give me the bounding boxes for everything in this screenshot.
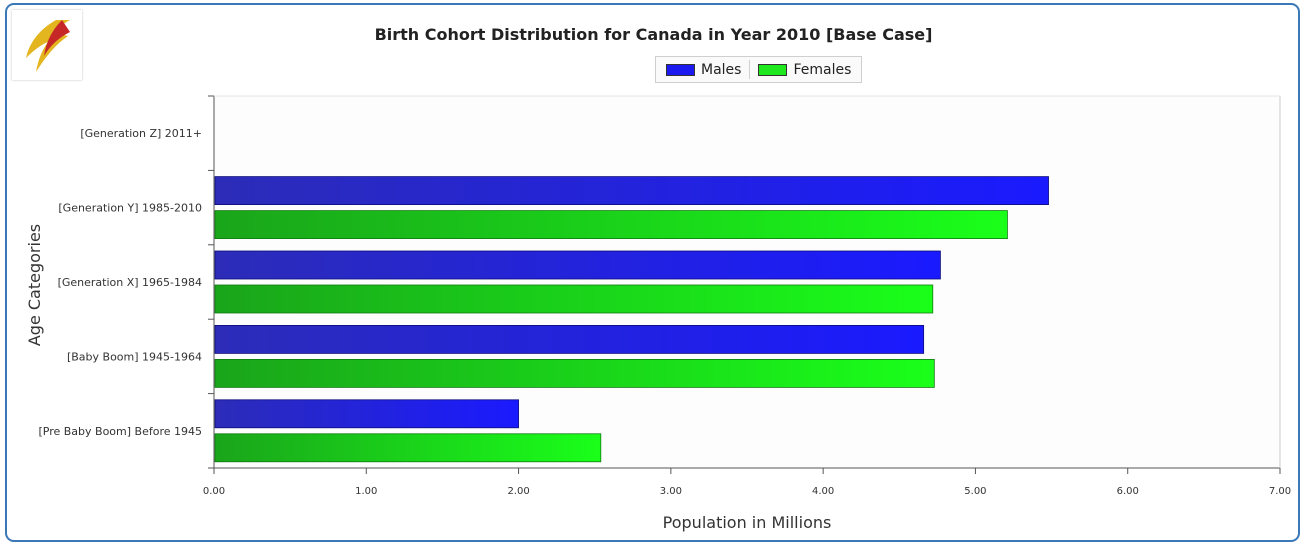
x-tick-label: 2.00 [507,486,529,497]
x-tick-label: 6.00 [1117,486,1139,497]
legend-swatch-females [758,63,788,76]
legend-item-females: Females [754,62,855,78]
legend-item-males: Males [662,62,745,78]
bar-males [214,324,925,354]
x-tick-label: 7.00 [1269,486,1291,497]
x-tick-label: 5.00 [964,486,986,497]
bar-males [214,399,519,429]
category-label: [Generation Z] 2011+ [80,127,202,140]
category-label: [Pre Baby Boom] Before 1945 [38,425,202,438]
x-tick-label: 3.00 [660,486,682,497]
category-label: [Baby Boom] 1945-1964 [67,350,202,363]
y-axis-title: Age Categories [25,224,44,346]
legend-label-females: Females [793,61,852,78]
bar-females [214,284,934,314]
x-tick-label: 4.00 [812,486,834,497]
x-tick-label: 0.00 [203,486,225,497]
bar-females [214,433,602,463]
chart-title: Birth Cohort Distribution for Canada in … [374,25,933,44]
category-label: [Generation Y] 1985-2010 [58,202,202,215]
bar-females [214,358,935,388]
x-tick-label: 1.00 [355,486,377,497]
legend-label-males: Males [701,61,742,78]
bar-females [214,210,1008,240]
x-axis-title: Population in Millions [663,513,832,532]
legend-divider [749,60,751,79]
legend-swatch-males [666,63,695,76]
category-label: [Generation X] 1965-1984 [58,276,202,289]
logo [12,10,82,80]
chart-legend: Males Females [655,56,863,83]
logo-icon [26,20,70,72]
bar-males [214,250,941,280]
bar-males [214,176,1049,206]
